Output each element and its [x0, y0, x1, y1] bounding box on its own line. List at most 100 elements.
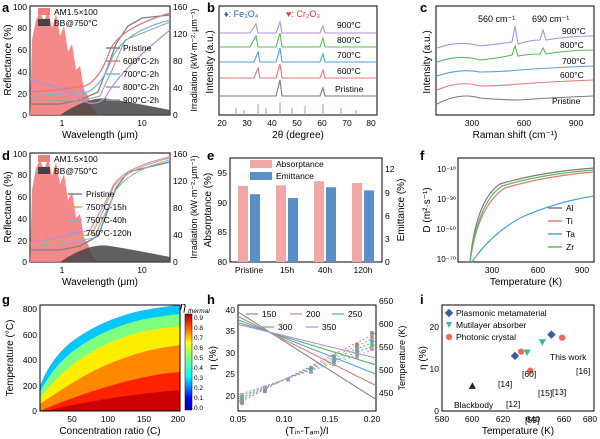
h-line-350 — [237, 323, 377, 359]
g-cbar-tick: 0.3 — [194, 375, 203, 382]
a-ylabel: Reflectance (%) — [3, 24, 14, 95]
h-y2tick: 500 — [379, 365, 393, 375]
i-label-15: [15] — [538, 388, 552, 398]
h-legend-150: 150 — [262, 309, 276, 319]
i-point-plasmonic — [510, 351, 520, 361]
b-xtick: 60 — [317, 118, 327, 128]
c-label-900: 900°C — [562, 26, 586, 36]
i-points — [468, 330, 566, 389]
panel-d: d AM1.5×100 BB@750°C Pristine 750°C-15h … — [2, 148, 199, 288]
d-ytick: 100 — [13, 149, 27, 159]
d-legend-120h: 750°C-120h — [86, 228, 132, 238]
d-y2tick: 0 — [173, 257, 178, 267]
e-bar-emittance — [326, 187, 336, 262]
h-temp-line-300 — [237, 344, 377, 398]
e-ytick: 80 — [218, 257, 228, 267]
d-xtick: 1 — [60, 265, 65, 275]
i-xtick: 580 — [435, 414, 449, 424]
g-cbar-tick: 0.8 — [194, 325, 203, 332]
g-xtick: 50 — [67, 414, 77, 424]
b-xtick: 30 — [242, 118, 252, 128]
h-temp-marker — [286, 377, 290, 382]
d-y2tick: 40 — [173, 230, 183, 240]
h-xtick: 0.15 — [322, 414, 339, 424]
e-bars — [238, 181, 374, 262]
h-ytick: 40 — [226, 305, 236, 315]
e-xtick: 40h — [318, 265, 332, 275]
d-legend-40h: 750°C-40h — [86, 215, 127, 225]
a-ytick: 20 — [18, 89, 28, 99]
e-y2tick: 6 — [385, 211, 390, 221]
h-temp-marker — [240, 399, 244, 403]
b-xtick: 40 — [267, 118, 277, 128]
a-ytick: 80 — [18, 23, 28, 33]
h-xlabel: (Tᵢₙ-Tₐₘ)/I — [285, 426, 328, 437]
h-temp-marker — [355, 354, 359, 359]
g-xtick: 200 — [171, 414, 185, 424]
e-legend-emi: Emittance — [276, 171, 314, 181]
h-ytick: 30 — [226, 348, 236, 358]
h-temp-line-250 — [237, 340, 377, 400]
legend-am15: AM1.5×100 — [54, 7, 98, 17]
f-legend-zr: Zr — [566, 242, 574, 252]
h-y2tick: 550 — [379, 342, 393, 352]
h-ylabel: η (%) — [208, 346, 219, 370]
g-xlabel: Concentration ratio (C) — [59, 426, 160, 437]
g-ylabel: Temperature (°C) — [5, 320, 16, 397]
e-y2tick: 9 — [385, 188, 390, 198]
h-ytick: 20 — [226, 391, 236, 401]
e-y2tick: 0 — [385, 257, 390, 267]
b-label-700: 700°C — [337, 50, 361, 60]
panel-e-letter: e — [207, 148, 214, 163]
b-legend-cr: ♥: Cr₂O₃ — [286, 9, 320, 19]
h-temp-marker — [240, 397, 244, 401]
e-bar-emittance — [288, 198, 298, 262]
h-xtick: 0.05 — [230, 414, 247, 424]
f-legend-ta: Ta — [566, 229, 575, 239]
c-label-700: 700°C — [562, 56, 586, 66]
i-xtick: 620 — [496, 414, 510, 424]
a-xtick: 10 — [137, 118, 147, 128]
b-xtick: 80 — [366, 118, 376, 128]
legend-pristine: Pristine — [123, 43, 152, 53]
e-ylabel: Absorptance (%) — [203, 173, 214, 247]
panel-f: f Al Ti Ta Zr 10⁻¹⁰ 10⁻³⁰ 10⁻⁵⁰ 10⁻⁷⁰ 30… — [420, 148, 595, 288]
d-ytick: 20 — [18, 236, 28, 246]
e-bar-absorptance — [276, 185, 286, 262]
panel-a: a AM1.5×100 BB@750°C Pristine 600°C-2h 7… — [2, 0, 199, 141]
h-temp-marker — [332, 358, 336, 363]
g-cbar-tick: 0.6 — [194, 345, 203, 352]
d-ylabel: Reflectance (%) — [3, 171, 14, 242]
legend-bb: BB@750°C — [54, 18, 98, 28]
h-xtick: 0.20 — [364, 414, 381, 424]
a-ytick: 40 — [18, 67, 28, 77]
panel-g-letter: g — [2, 292, 10, 307]
g-cbar-title: η — [180, 301, 186, 313]
g-cbar-tick: 0.5 — [194, 355, 203, 362]
e-xticks: Pristine 15h 40h 120h — [235, 265, 373, 275]
f-legend-al: Al — [566, 203, 574, 213]
i-label-13: [13] — [552, 387, 566, 397]
h-y2label: Temperature (K) — [397, 325, 407, 390]
e-ytick: 85 — [218, 227, 228, 237]
h-line-250 — [237, 319, 377, 375]
d-y2tick: 120 — [173, 176, 187, 186]
i-label-14: [14] — [498, 379, 512, 389]
b-ylabel: Intensity (a.u.) — [205, 30, 216, 93]
g-ytick: 800 — [23, 304, 37, 314]
g-cbar-tick: 0.4 — [194, 365, 203, 372]
h-line-150 — [237, 311, 377, 400]
c-ylabel: Intensity (a.u.) — [422, 30, 433, 93]
h-temp-marker — [370, 339, 374, 343]
g-cbar-tick: 0.0 — [194, 405, 203, 412]
h-temp-marker — [355, 342, 359, 347]
h-temp-marker — [355, 348, 359, 353]
f-xtick: 600 — [531, 265, 545, 275]
a-y2label: Irradiation (kW·m⁻²·μm⁻¹) — [189, 8, 199, 111]
h-ytick: 35 — [226, 326, 236, 336]
i-ylabel: η (%) — [418, 346, 429, 370]
a-ytick: 100 — [13, 2, 27, 12]
g-ytick: 200 — [23, 381, 37, 391]
d-legend-pristine: Pristine — [86, 189, 115, 199]
